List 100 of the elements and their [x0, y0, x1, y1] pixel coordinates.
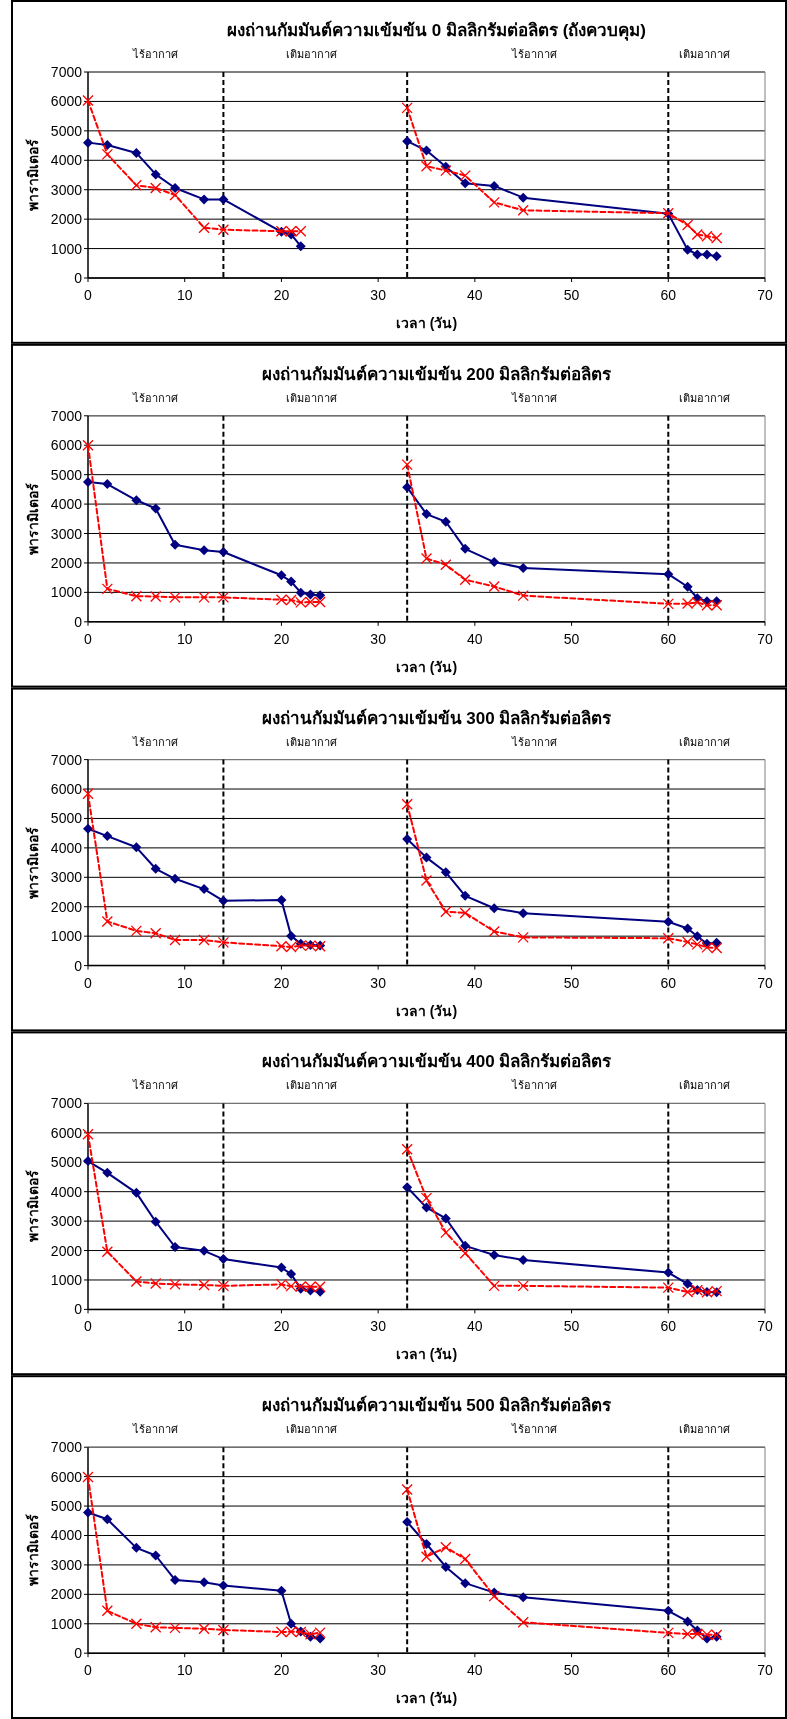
y-tick-label: 1000 — [50, 240, 83, 257]
x-tick-label: 40 — [467, 630, 483, 647]
x-tick-label: 40 — [467, 1662, 483, 1679]
y-tick-label: 4000 — [50, 496, 83, 513]
x-axis-title: เวลา (วัน) — [395, 1346, 458, 1363]
chart-title: ผงถ่านกัมมันต์ความเข้มข้น 200 มิลลิกรัมต่อลิตร — [261, 363, 613, 384]
chart-title: ผงถ่านกัมมันต์ความเข้มข้น 300 มิลลิกรัมต่อลิตร — [261, 707, 613, 728]
y-axis-title: พารามิเตอร์ — [25, 1170, 41, 1243]
x-tick-label: 50 — [563, 1662, 580, 1679]
y-tick-label: 5000 — [50, 122, 83, 139]
text: ไร้อากาศ — [511, 735, 558, 748]
y-tick-label: 0 — [74, 957, 83, 974]
y-axis-title: พารามิเตอร์ — [25, 139, 41, 211]
chart-title: ผงถ่านกัมมันต์ความเข้มข้น 500 มิลลิกรัมต่อลิตร — [261, 1395, 613, 1416]
x-axis-title: เวลา (วัน) — [395, 1690, 458, 1707]
x-tick-label: 60 — [660, 974, 677, 991]
y-tick-label: 2000 — [50, 554, 83, 571]
y-tick-label: 7000 — [50, 407, 83, 424]
y-tick-label: 5000 — [50, 810, 83, 827]
y-tick-label: 7000 — [50, 751, 83, 768]
x-tick-label: 40 — [467, 974, 483, 991]
x-tick-label: 10 — [176, 1318, 193, 1335]
y-tick-label: 1000 — [50, 1615, 83, 1632]
x-tick-label: 50 — [563, 1318, 580, 1335]
x-tick-label: 50 — [563, 630, 580, 647]
x-tick-label: 0 — [84, 287, 93, 303]
chart-title: ผงถ่านกัมมันต์ความเข้มข้น 400 มิลลิกรัมต่อลิตร — [261, 1051, 613, 1072]
y-tick-label: 5000 — [50, 1154, 83, 1171]
text: เติมอากาศ — [285, 48, 337, 60]
y-tick-label: 4000 — [50, 1183, 83, 1200]
x-tick-label: 70 — [757, 630, 773, 647]
y-tick-label: 0 — [74, 270, 83, 286]
y-tick-label: 2000 — [50, 898, 83, 915]
x-tick-label: 10 — [176, 974, 193, 991]
text: ไร้อากาศ — [132, 48, 179, 60]
x-tick-label: 20 — [273, 1662, 290, 1679]
y-axis-title: พารามิเตอร์ — [25, 482, 41, 555]
x-tick-label: 30 — [370, 1662, 387, 1679]
x-tick-label: 60 — [660, 1318, 677, 1335]
x-tick-label: 30 — [370, 287, 387, 303]
y-tick-label: 6000 — [50, 781, 83, 798]
y-tick-label: 0 — [74, 613, 83, 630]
x-tick-label: 10 — [176, 287, 193, 303]
text: เติมอากาศ — [678, 1423, 730, 1436]
y-tick-label: 7000 — [50, 64, 83, 80]
text: ไร้อากาศ — [132, 1079, 179, 1092]
x-axis-title: เวลา (วัน) — [395, 315, 458, 331]
x-tick-label: 30 — [370, 630, 387, 647]
x-tick-label: 70 — [757, 1318, 773, 1335]
text: เติมอากาศ — [678, 48, 730, 60]
x-tick-label: 30 — [370, 1318, 387, 1335]
y-tick-label: 3000 — [50, 1213, 83, 1230]
x-tick-label: 10 — [176, 630, 193, 647]
y-tick-label: 3000 — [50, 525, 83, 542]
x-tick-label: 60 — [660, 287, 677, 303]
x-tick-label: 30 — [370, 974, 387, 991]
y-tick-label: 1000 — [50, 928, 83, 945]
x-axis-title: เวลา (วัน) — [395, 1002, 458, 1019]
y-tick-label: 4000 — [50, 152, 83, 169]
text: เติมอากาศ — [678, 1079, 730, 1092]
y-tick-label: 0 — [74, 1301, 83, 1318]
x-tick-label: 70 — [757, 1662, 773, 1679]
text: ไร้อากาศ — [511, 1423, 558, 1436]
y-tick-label: 7000 — [50, 1439, 83, 1456]
text: เติมอากาศ — [678, 735, 730, 748]
x-tick-label: 40 — [467, 1318, 483, 1335]
x-tick-label: 60 — [660, 630, 677, 647]
y-tick-label: 6000 — [50, 93, 83, 110]
y-tick-label: 3000 — [50, 181, 83, 198]
y-tick-label: 5000 — [50, 466, 83, 483]
y-tick-label: 2000 — [50, 211, 83, 228]
x-tick-label: 20 — [273, 974, 290, 991]
text: ไร้อากาศ — [511, 391, 558, 404]
x-tick-label: 10 — [176, 1662, 193, 1679]
text: เติมอากาศ — [678, 391, 730, 404]
y-tick-label: 1000 — [50, 584, 83, 601]
y-tick-label: 4000 — [50, 1527, 83, 1544]
x-tick-label: 40 — [467, 287, 483, 303]
x-tick-label: 60 — [660, 1662, 677, 1679]
text: ไร้อากาศ — [511, 48, 558, 60]
text: เติมอากาศ — [285, 1423, 337, 1436]
x-tick-label: 20 — [273, 287, 290, 303]
y-tick-label: 1000 — [50, 1271, 83, 1288]
y-tick-label: 2000 — [50, 1242, 83, 1259]
x-tick-label: 70 — [757, 287, 773, 303]
x-axis-title: เวลา (วัน) — [395, 658, 458, 675]
x-tick-label: 50 — [563, 974, 580, 991]
text: ไร้อากาศ — [511, 1079, 558, 1092]
y-tick-label: 6000 — [50, 1124, 83, 1141]
x-tick-label: 70 — [757, 974, 773, 991]
text: ไร้อากาศ — [132, 391, 179, 404]
x-tick-label: 20 — [273, 1318, 290, 1335]
y-tick-label: 5000 — [50, 1498, 83, 1515]
y-tick-label: 7000 — [50, 1095, 83, 1112]
y-tick-label: 2000 — [50, 1586, 83, 1603]
y-axis-title: พารามิเตอร์ — [25, 1514, 41, 1587]
text: เติมอากาศ — [285, 1079, 337, 1092]
text: ไร้อากาศ — [132, 1423, 179, 1436]
y-axis-title: พารามิเตอร์ — [25, 826, 41, 899]
y-tick-label: 3000 — [50, 869, 83, 886]
